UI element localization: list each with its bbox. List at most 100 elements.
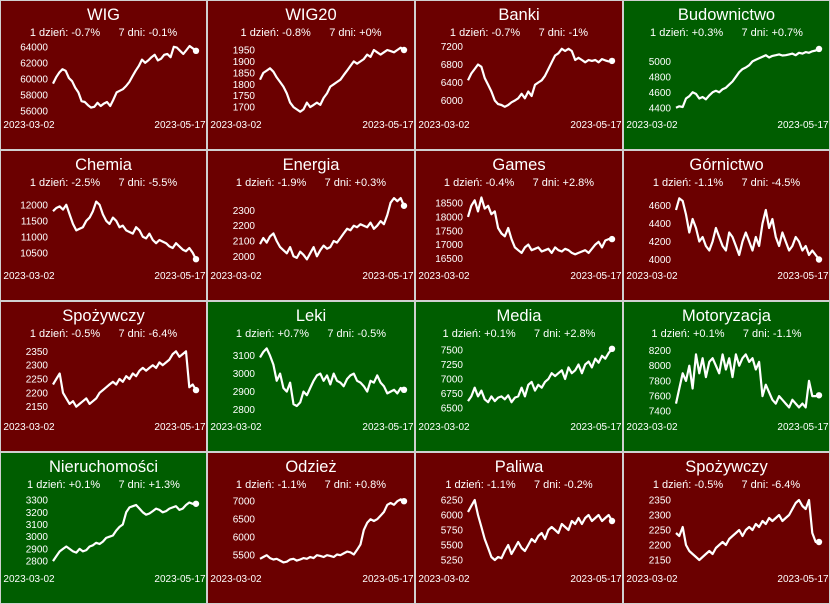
chart-title: Górnictwo xyxy=(689,156,764,174)
change-stats: 1 dzień: +0.7% 7 dni: -0.5% xyxy=(208,328,414,340)
x-end-label: 2023-05-17 xyxy=(362,120,414,131)
y-tick-label: 7000 xyxy=(441,375,464,386)
x-start-label: 2023-03-02 xyxy=(626,120,678,131)
chart-panel: Paliwa 1 dzień: -1.1% 7 dni: -0.2% 5250 550… xyxy=(415,452,623,604)
y-tick-label: 3100 xyxy=(233,351,256,362)
y-tick-label: 2900 xyxy=(233,387,256,398)
y-tick-label: 4400 xyxy=(649,219,672,230)
y-tick-label: 11500 xyxy=(21,216,49,227)
y-tick-label: 56000 xyxy=(20,106,48,117)
y-tick-label: 7500 xyxy=(441,345,464,356)
chart-title: Paliwa xyxy=(494,458,544,476)
y-tick-label: 17500 xyxy=(435,226,463,237)
y-tick-label: 4400 xyxy=(649,103,672,114)
x-start-label: 2023-03-02 xyxy=(418,271,470,282)
line-chart: 7400 7600 7800 8000 8200 2023-03-02 2023-05-17 xyxy=(626,346,829,433)
y-tick-label: 8000 xyxy=(649,361,672,372)
line-chart: 10500 11000 11500 12000 2023-03-02 2023-05-17 xyxy=(3,200,206,282)
last-point-marker xyxy=(192,47,200,54)
x-end-label: 2023-05-17 xyxy=(570,574,622,585)
chart-title: Leki xyxy=(295,307,327,325)
x-start-label: 2023-03-02 xyxy=(3,120,55,131)
change-7d: 7 dni: +0.3% xyxy=(324,177,387,189)
chart-title: Spożywczy xyxy=(62,307,145,325)
y-tick-label: 4600 xyxy=(649,88,672,99)
chart-panel: Energia 1 dzień: -1.9% 7 dni: +0.3% 2000 21… xyxy=(207,150,415,301)
y-tick-label: 7600 xyxy=(649,392,672,403)
y-tick-label: 5000 xyxy=(649,57,672,68)
chart-panel: Leki 1 dzień: +0.7% 7 dni: -0.5% 2800 2900 3… xyxy=(207,301,415,452)
series-line xyxy=(259,46,405,113)
last-point-marker xyxy=(400,498,408,505)
y-tick-label: 2350 xyxy=(26,347,49,358)
y-tick-label: 2900 xyxy=(26,544,49,555)
y-tick-label: 1800 xyxy=(233,80,256,91)
last-point-marker xyxy=(815,538,823,546)
y-tick-label: 7400 xyxy=(649,407,672,418)
chart-title: Games xyxy=(492,156,546,174)
y-tick-label: 17000 xyxy=(435,240,463,251)
y-tick-label: 2200 xyxy=(26,388,49,399)
y-tick-label: 1850 xyxy=(233,68,256,79)
y-tick-label: 10500 xyxy=(20,248,48,259)
chart-panel: Chemia 1 dzień: -2.5% 7 dni: -5.5% 10500 11… xyxy=(0,150,207,301)
series-line xyxy=(466,196,612,256)
y-tick-label: 7800 xyxy=(649,376,672,387)
change-stats: 1 dzień: -1.1% 7 dni: +0.8% xyxy=(208,479,414,491)
change-7d: 7 dni: -1% xyxy=(538,27,589,39)
x-start-label: 2023-03-02 xyxy=(3,574,55,585)
x-start-label: 2023-03-02 xyxy=(210,120,262,131)
series-line xyxy=(467,348,613,404)
y-tick-label: 6000 xyxy=(233,533,256,544)
change-stats: 1 dzień: -1.1% 7 dni: -0.2% xyxy=(416,479,622,491)
chart-title: Spożywczy xyxy=(685,458,768,476)
last-point-marker xyxy=(608,517,616,525)
change-7d: 7 dni: -0.2% xyxy=(533,479,593,491)
y-tick-label: 3000 xyxy=(26,532,49,543)
y-tick-label: 1700 xyxy=(233,103,256,114)
y-tick-label: 6500 xyxy=(441,404,464,415)
change-1d: 1 dzień: -0.4% xyxy=(443,177,515,189)
y-tick-label: 4800 xyxy=(649,72,672,83)
x-start-label: 2023-03-02 xyxy=(210,271,262,282)
last-point-marker xyxy=(192,256,200,263)
chart-title: Budownictwo xyxy=(677,6,776,24)
x-start-label: 2023-03-02 xyxy=(3,271,55,282)
change-stats: 1 dzień: -1.9% 7 dni: +0.3% xyxy=(208,177,414,189)
change-7d: 7 dni: -1.1% xyxy=(742,328,802,340)
change-7d: 7 dni: -0.1% xyxy=(118,27,178,39)
last-point-marker xyxy=(192,500,200,507)
series-line xyxy=(52,44,197,109)
change-stats: 1 dzień: +0.3% 7 dni: +0.7% xyxy=(624,27,829,39)
series-line xyxy=(674,353,820,409)
y-tick-label: 2000 xyxy=(233,252,256,263)
x-end-label: 2023-05-17 xyxy=(777,574,829,585)
chart-panel: Banki 1 dzień: -0.7% 7 dni: -1% 6000 6400 68… xyxy=(415,0,623,150)
x-end-label: 2023-05-17 xyxy=(362,271,414,282)
chart-panel: WIG20 1 dzień: -0.8% 7 dni: +0% 1700 1750 18… xyxy=(207,0,415,150)
last-point-marker xyxy=(608,57,616,65)
y-tick-label: 7250 xyxy=(441,360,464,371)
series-line xyxy=(674,197,820,261)
y-tick-label: 18500 xyxy=(435,199,463,210)
y-tick-label: 5500 xyxy=(441,541,464,552)
x-end-label: 2023-05-17 xyxy=(777,120,829,131)
change-stats: 1 dzień: +0.1% 7 dni: +1.3% xyxy=(1,479,206,491)
y-tick-label: 3300 xyxy=(26,496,49,507)
change-7d: 7 dni: +2.8% xyxy=(533,328,596,340)
y-tick-label: 2300 xyxy=(649,511,672,522)
y-tick-label: 2150 xyxy=(649,556,672,567)
last-point-marker xyxy=(608,235,616,243)
x-end-label: 2023-05-17 xyxy=(154,574,206,585)
y-tick-label: 6500 xyxy=(233,515,256,526)
series-line xyxy=(259,347,405,408)
last-point-marker xyxy=(400,202,408,209)
y-tick-label: 4600 xyxy=(649,201,672,212)
x-end-label: 2023-05-17 xyxy=(777,271,829,282)
y-tick-label: 3200 xyxy=(26,508,49,519)
change-1d: 1 dzień: -0.5% xyxy=(29,328,101,340)
series-line xyxy=(467,498,613,562)
y-tick-label: 58000 xyxy=(20,90,48,101)
change-stats: 1 dzień: +0.1% 7 dni: -1.1% xyxy=(624,328,829,340)
x-end-label: 2023-05-17 xyxy=(154,422,206,433)
